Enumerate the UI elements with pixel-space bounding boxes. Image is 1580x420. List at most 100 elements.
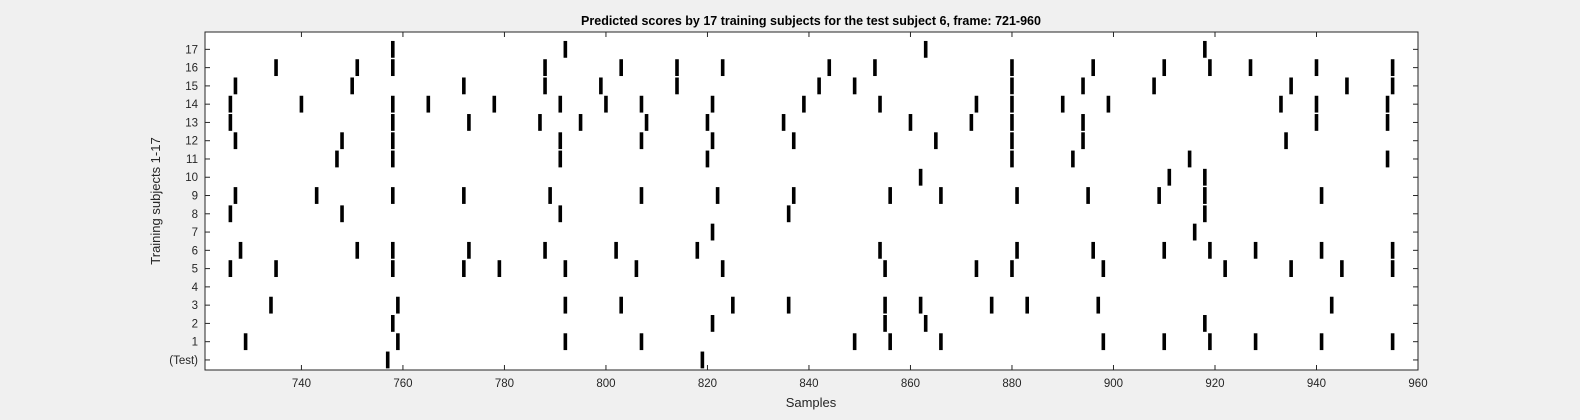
raster-mark <box>228 114 233 131</box>
x-tick-label: 780 <box>495 378 514 390</box>
raster-mark <box>1091 241 1095 259</box>
raster-mark <box>1314 59 1319 77</box>
raster-mark <box>619 296 623 314</box>
raster-mark <box>1248 59 1253 77</box>
raster-mark <box>989 296 994 314</box>
raster-mark <box>578 114 583 131</box>
raster-mark <box>558 95 563 113</box>
raster-mark <box>1203 40 1207 58</box>
raster-mark <box>390 150 395 168</box>
raster-mark <box>492 95 497 113</box>
raster-mark <box>1096 296 1101 314</box>
raster-mark <box>675 77 679 95</box>
raster-mark <box>639 333 644 351</box>
raster-mark <box>720 260 725 278</box>
raster-mark <box>1223 260 1227 278</box>
raster-mark <box>634 260 639 278</box>
raster-mark <box>390 132 395 150</box>
raster-mark <box>390 260 395 278</box>
raster-mark <box>644 114 649 131</box>
raster-mark <box>802 95 806 113</box>
raster-mark <box>939 187 943 204</box>
raster-mark <box>538 114 542 131</box>
raster-mark <box>786 205 791 223</box>
raster-mark <box>1081 114 1085 131</box>
raster-mark <box>1203 205 1207 223</box>
y-tick-label: 7 <box>192 227 198 239</box>
raster-mark <box>710 223 715 241</box>
raster-mark <box>1167 168 1172 186</box>
y-tick-label: 17 <box>185 44 198 56</box>
raster-mark <box>781 114 786 131</box>
raster-mark <box>390 114 395 131</box>
y-tick-label: 6 <box>192 245 198 257</box>
raster-mark <box>1010 77 1014 95</box>
raster-mark <box>710 132 715 150</box>
raster-mark <box>878 95 882 113</box>
raster-mark <box>619 59 623 77</box>
raster-mark <box>720 59 725 77</box>
raster-mark <box>390 95 395 113</box>
raster-mark <box>1010 132 1014 150</box>
y-tick-label: 8 <box>192 209 198 221</box>
raster-mark <box>390 315 395 332</box>
raster-mark <box>1010 59 1014 77</box>
raster-mark <box>1071 150 1075 168</box>
raster-mark <box>462 260 466 278</box>
raster-mark <box>340 205 344 223</box>
raster-mark <box>1390 333 1395 351</box>
raster-mark <box>791 132 796 150</box>
raster-mark <box>969 114 974 131</box>
raster-mark <box>923 315 928 332</box>
raster-mark <box>1289 260 1293 278</box>
raster-mark <box>710 95 715 113</box>
raster-mark <box>974 95 979 113</box>
raster-mark <box>705 114 710 131</box>
raster-mark <box>558 205 563 223</box>
raster-mark <box>1319 187 1324 204</box>
raster-mark <box>233 132 238 150</box>
x-tick-label: 800 <box>596 378 615 390</box>
raster-mark <box>543 77 547 95</box>
raster-mark <box>1025 296 1029 314</box>
raster-mark <box>314 187 319 204</box>
raster-mark <box>1101 333 1106 351</box>
raster-mark <box>599 77 603 95</box>
raster-mark <box>558 150 563 168</box>
y-tick-label: 9 <box>192 191 198 203</box>
raster-mark <box>1101 260 1106 278</box>
raster-mark <box>604 95 608 113</box>
y-tick-label: 3 <box>192 300 198 312</box>
raster-mark <box>883 296 887 314</box>
raster-mark <box>563 40 568 58</box>
y-tick-label: 12 <box>185 136 198 148</box>
raster-mark <box>228 205 233 223</box>
raster-mark <box>852 77 857 95</box>
x-axis-label: Samples <box>786 395 837 410</box>
x-tick-label: 960 <box>1408 378 1427 390</box>
raster-mark <box>558 132 563 150</box>
raster-mark <box>335 150 339 168</box>
raster-mark <box>1385 150 1390 168</box>
raster-mark <box>299 95 304 113</box>
raster-mark <box>888 187 892 204</box>
raster-mark <box>817 77 821 95</box>
raster-mark <box>715 187 720 204</box>
raster-mark <box>873 59 877 77</box>
raster-mark <box>1203 187 1207 204</box>
raster-mark <box>1390 77 1395 95</box>
y-tick-label: 14 <box>185 99 198 111</box>
y-tick-label: 16 <box>185 63 198 75</box>
raster-mark <box>791 187 796 204</box>
raster-mark <box>390 241 395 259</box>
raster-mark <box>1010 114 1014 131</box>
raster-mark <box>350 77 354 95</box>
raster-mark <box>1015 241 1019 259</box>
raster-mark <box>563 296 568 314</box>
x-tick-label: 840 <box>799 378 818 390</box>
raster-mark <box>1091 59 1095 77</box>
raster-mark <box>1015 187 1019 204</box>
raster-mark <box>563 333 568 351</box>
y-tick-label: 4 <box>192 282 199 294</box>
